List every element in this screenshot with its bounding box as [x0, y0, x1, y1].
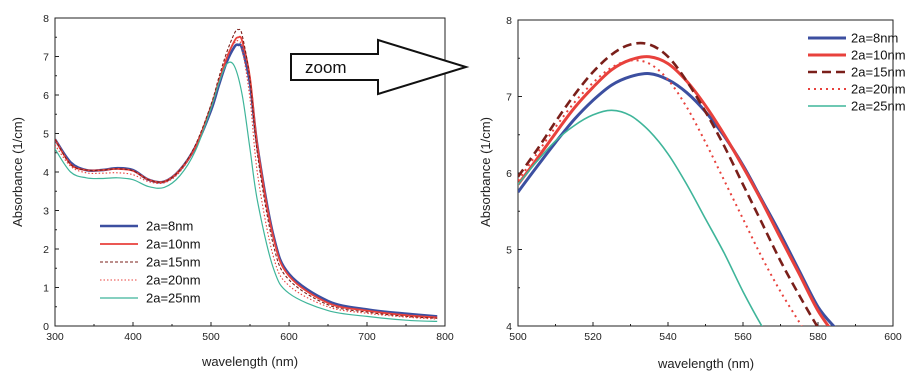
x-tick-label: 300 [46, 331, 64, 343]
x-tick-label: 580 [809, 331, 827, 343]
series-line-2a-20nm [518, 59, 803, 326]
y-tick-label: 6 [43, 90, 49, 102]
x-tick-label: 400 [124, 331, 142, 343]
y-tick-label: 1 [43, 283, 49, 295]
right-x-axis-label: wavelength (nm) [657, 356, 754, 371]
x-tick-label: 500 [509, 331, 527, 343]
right-series-lines [518, 41, 836, 326]
x-tick-label: 500 [202, 331, 220, 343]
y-tick-label: 8 [506, 15, 512, 27]
zoom-label: zoom [305, 58, 347, 77]
right-legend: 2a=8nm 2a=10nm 2a=15nm 2a=20nm 2a=25nm [808, 31, 906, 114]
x-tick-label: 540 [659, 331, 677, 343]
y-tick-label: 4 [43, 167, 49, 179]
y-tick-label: 4 [506, 321, 512, 333]
x-tick-label: 600 [280, 331, 298, 343]
legend-label: 2a=10nm [146, 237, 201, 252]
zoom-arrow: zoom [290, 38, 470, 96]
x-tick-label: 700 [358, 331, 376, 343]
legend-label: 2a=15nm [146, 255, 201, 270]
left-legend: 2a=8nm 2a=10nm 2a=15nm 2a=20nm 2a=25nm [100, 219, 201, 306]
y-tick-label: 5 [43, 129, 49, 141]
legend-label: 2a=25nm [851, 99, 906, 114]
left-axis-ticks: 300 400 500 600 700 800 0 1 2 3 4 5 6 7 8 [43, 13, 454, 343]
series-line-2a-8nm [518, 71, 836, 326]
legend-label: 2a=25nm [146, 291, 201, 306]
y-tick-label: 0 [43, 321, 49, 333]
legend-label: 2a=20nm [146, 273, 201, 288]
series-line-2a-25nm [55, 61, 438, 322]
absorbance-spectrum-chart: 300 400 500 600 700 800 0 1 2 3 4 5 6 7 8 wavelength (… [10, 13, 454, 369]
y-tick-label: 6 [506, 168, 512, 180]
y-tick-label: 3 [43, 206, 49, 218]
y-tick-label: 2 [43, 244, 49, 256]
legend-label: 2a=15nm [851, 65, 906, 80]
right-y-axis-label: Absorbance (1/cm) [478, 117, 493, 227]
series-line-2a-15nm [55, 28, 438, 319]
left-x-axis-label: wavelength (nm) [201, 354, 298, 369]
series-line-2a-25nm [518, 109, 763, 326]
left-legend-box [94, 212, 229, 310]
series-line-2a-20nm [55, 40, 438, 320]
left-y-axis-label: Absorbance (1/cm) [10, 117, 25, 227]
legend-label: 2a=20nm [851, 82, 906, 97]
series-line-2a-10nm [518, 55, 831, 326]
y-tick-label: 8 [43, 13, 49, 25]
x-tick-label: 800 [436, 331, 454, 343]
y-tick-label: 5 [506, 245, 512, 257]
x-tick-label: 520 [584, 331, 602, 343]
zoom-arrow-icon [290, 38, 470, 96]
x-tick-label: 560 [734, 331, 752, 343]
y-tick-label: 7 [43, 52, 49, 64]
right-plot-frame [517, 19, 894, 327]
left-series-lines [55, 28, 438, 322]
legend-label: 2a=8nm [851, 31, 898, 46]
y-tick-label: 7 [506, 92, 512, 104]
series-line-2a-15nm [518, 41, 819, 326]
legend-label: 2a=8nm [146, 219, 193, 234]
x-tick-label: 600 [884, 331, 902, 343]
right-axis-ticks: 500 520 540 560 580 600 4 5 6 7 8 [506, 15, 902, 343]
legend-label: 2a=10nm [851, 48, 906, 63]
